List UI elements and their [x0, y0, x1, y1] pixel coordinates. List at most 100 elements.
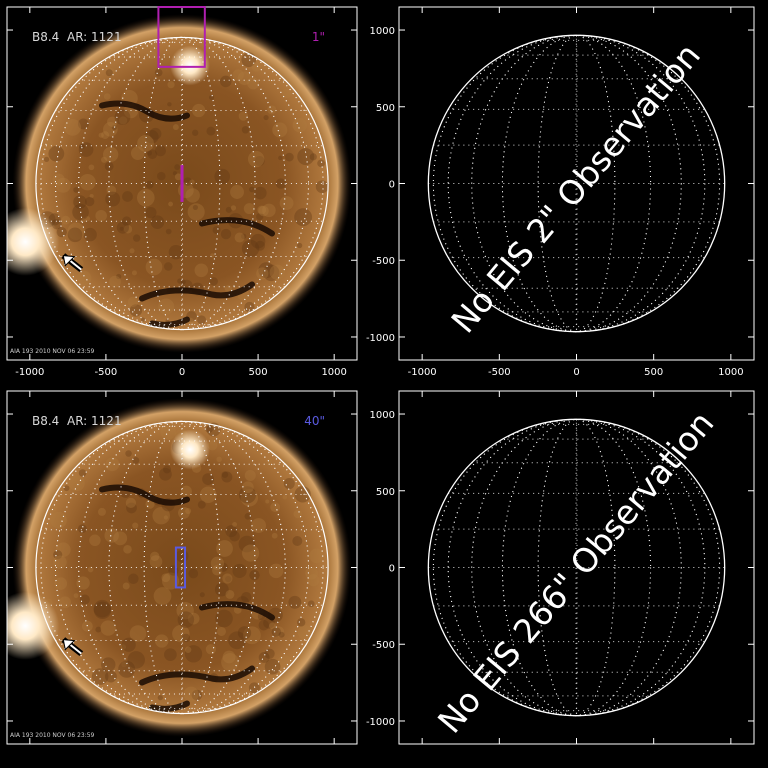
granule: [225, 206, 232, 213]
granule: [307, 574, 320, 587]
granule: [161, 573, 171, 583]
longitude-line: [78, 36, 286, 331]
granule: [242, 626, 261, 645]
granule: [257, 205, 267, 215]
granule: [272, 122, 288, 138]
granule: [163, 515, 169, 520]
granule: [256, 213, 264, 221]
granule: [244, 469, 256, 481]
granule: [154, 68, 163, 77]
granule: [129, 304, 143, 317]
granule: [283, 477, 295, 490]
granule: [172, 624, 190, 643]
granule: [153, 587, 172, 605]
granule: [238, 111, 249, 121]
heliographic-grid: [35, 420, 329, 715]
y-tick-label: 500: [376, 103, 395, 114]
granule: [127, 651, 145, 669]
granule: [230, 185, 244, 199]
x-tick-label: 500: [249, 367, 268, 378]
granule: [214, 582, 229, 597]
x-tick-label: 0: [573, 367, 579, 378]
longitude-line: [108, 420, 256, 715]
granule: [120, 644, 127, 650]
granule: [121, 637, 136, 652]
granule: [247, 77, 260, 90]
granule: [214, 168, 230, 185]
granule: [185, 188, 200, 203]
granule: [258, 619, 270, 631]
granule: [262, 203, 276, 218]
granule: [116, 221, 130, 234]
no-observation-message: No EIS 266" Observation: [430, 404, 721, 741]
granule: [168, 244, 184, 260]
granule: [147, 50, 157, 60]
granule: [183, 686, 199, 702]
granule: [237, 71, 252, 85]
granule: [194, 263, 209, 278]
granule: [154, 145, 166, 157]
granule: [219, 75, 232, 88]
granule: [81, 620, 93, 632]
granule: [103, 93, 111, 100]
axis-ticks: [7, 391, 357, 744]
granule: [88, 164, 95, 171]
granule: [297, 618, 306, 627]
granule: [91, 668, 109, 685]
granule: [244, 301, 255, 313]
granule: [107, 68, 116, 76]
granule: [150, 551, 160, 562]
granule: [61, 215, 71, 225]
granule: [48, 145, 65, 162]
granule: [202, 473, 214, 485]
granule: [52, 173, 65, 186]
granule: [238, 535, 256, 553]
granule: [209, 277, 218, 286]
granule: [106, 185, 117, 196]
granule: [59, 596, 71, 609]
granule: [97, 507, 106, 516]
granule: [294, 208, 313, 227]
granule: [184, 646, 192, 654]
granule: [177, 278, 183, 284]
granule: [266, 458, 272, 464]
granule: [221, 471, 233, 483]
x-tick-label: 1000: [321, 367, 346, 378]
granule: [132, 234, 141, 242]
granule: [288, 595, 302, 609]
longitude-line: [143, 36, 221, 331]
longitude-line: [537, 34, 616, 333]
granule: [83, 227, 97, 242]
granule: [216, 540, 233, 557]
granule: [146, 150, 152, 156]
y-tick-label: 0: [389, 180, 395, 191]
granule: [267, 105, 277, 115]
panel-bottom-left: B8.4 AR: 1121 40" AIA 193 2010 NOV 06 23:59: [6, 390, 358, 745]
granule: [157, 695, 163, 701]
heliographic-grid: [428, 34, 725, 333]
granule: [87, 566, 94, 573]
granule: [149, 555, 163, 568]
granule: [229, 531, 240, 542]
granule: [118, 660, 136, 678]
granule: [162, 465, 172, 474]
granule: [225, 575, 232, 583]
axis-ticks: -1000 -500 0 500 1000: [7, 7, 357, 378]
slit-label: 1": [312, 30, 325, 44]
granule: [305, 566, 318, 580]
granule: [199, 592, 205, 598]
x-tick-label: 500: [644, 367, 663, 378]
granule: [250, 233, 266, 249]
y-tick-label: -500: [372, 640, 395, 651]
granule: [54, 577, 68, 590]
granule: [145, 258, 163, 276]
granule: [192, 103, 206, 118]
granule: [105, 69, 113, 77]
longitude-line: [54, 36, 310, 331]
longitude-line: [501, 418, 652, 717]
granule: [222, 650, 236, 664]
granule: [73, 593, 79, 599]
granule: [103, 122, 118, 137]
granule: [262, 264, 280, 282]
granule: [84, 216, 91, 222]
